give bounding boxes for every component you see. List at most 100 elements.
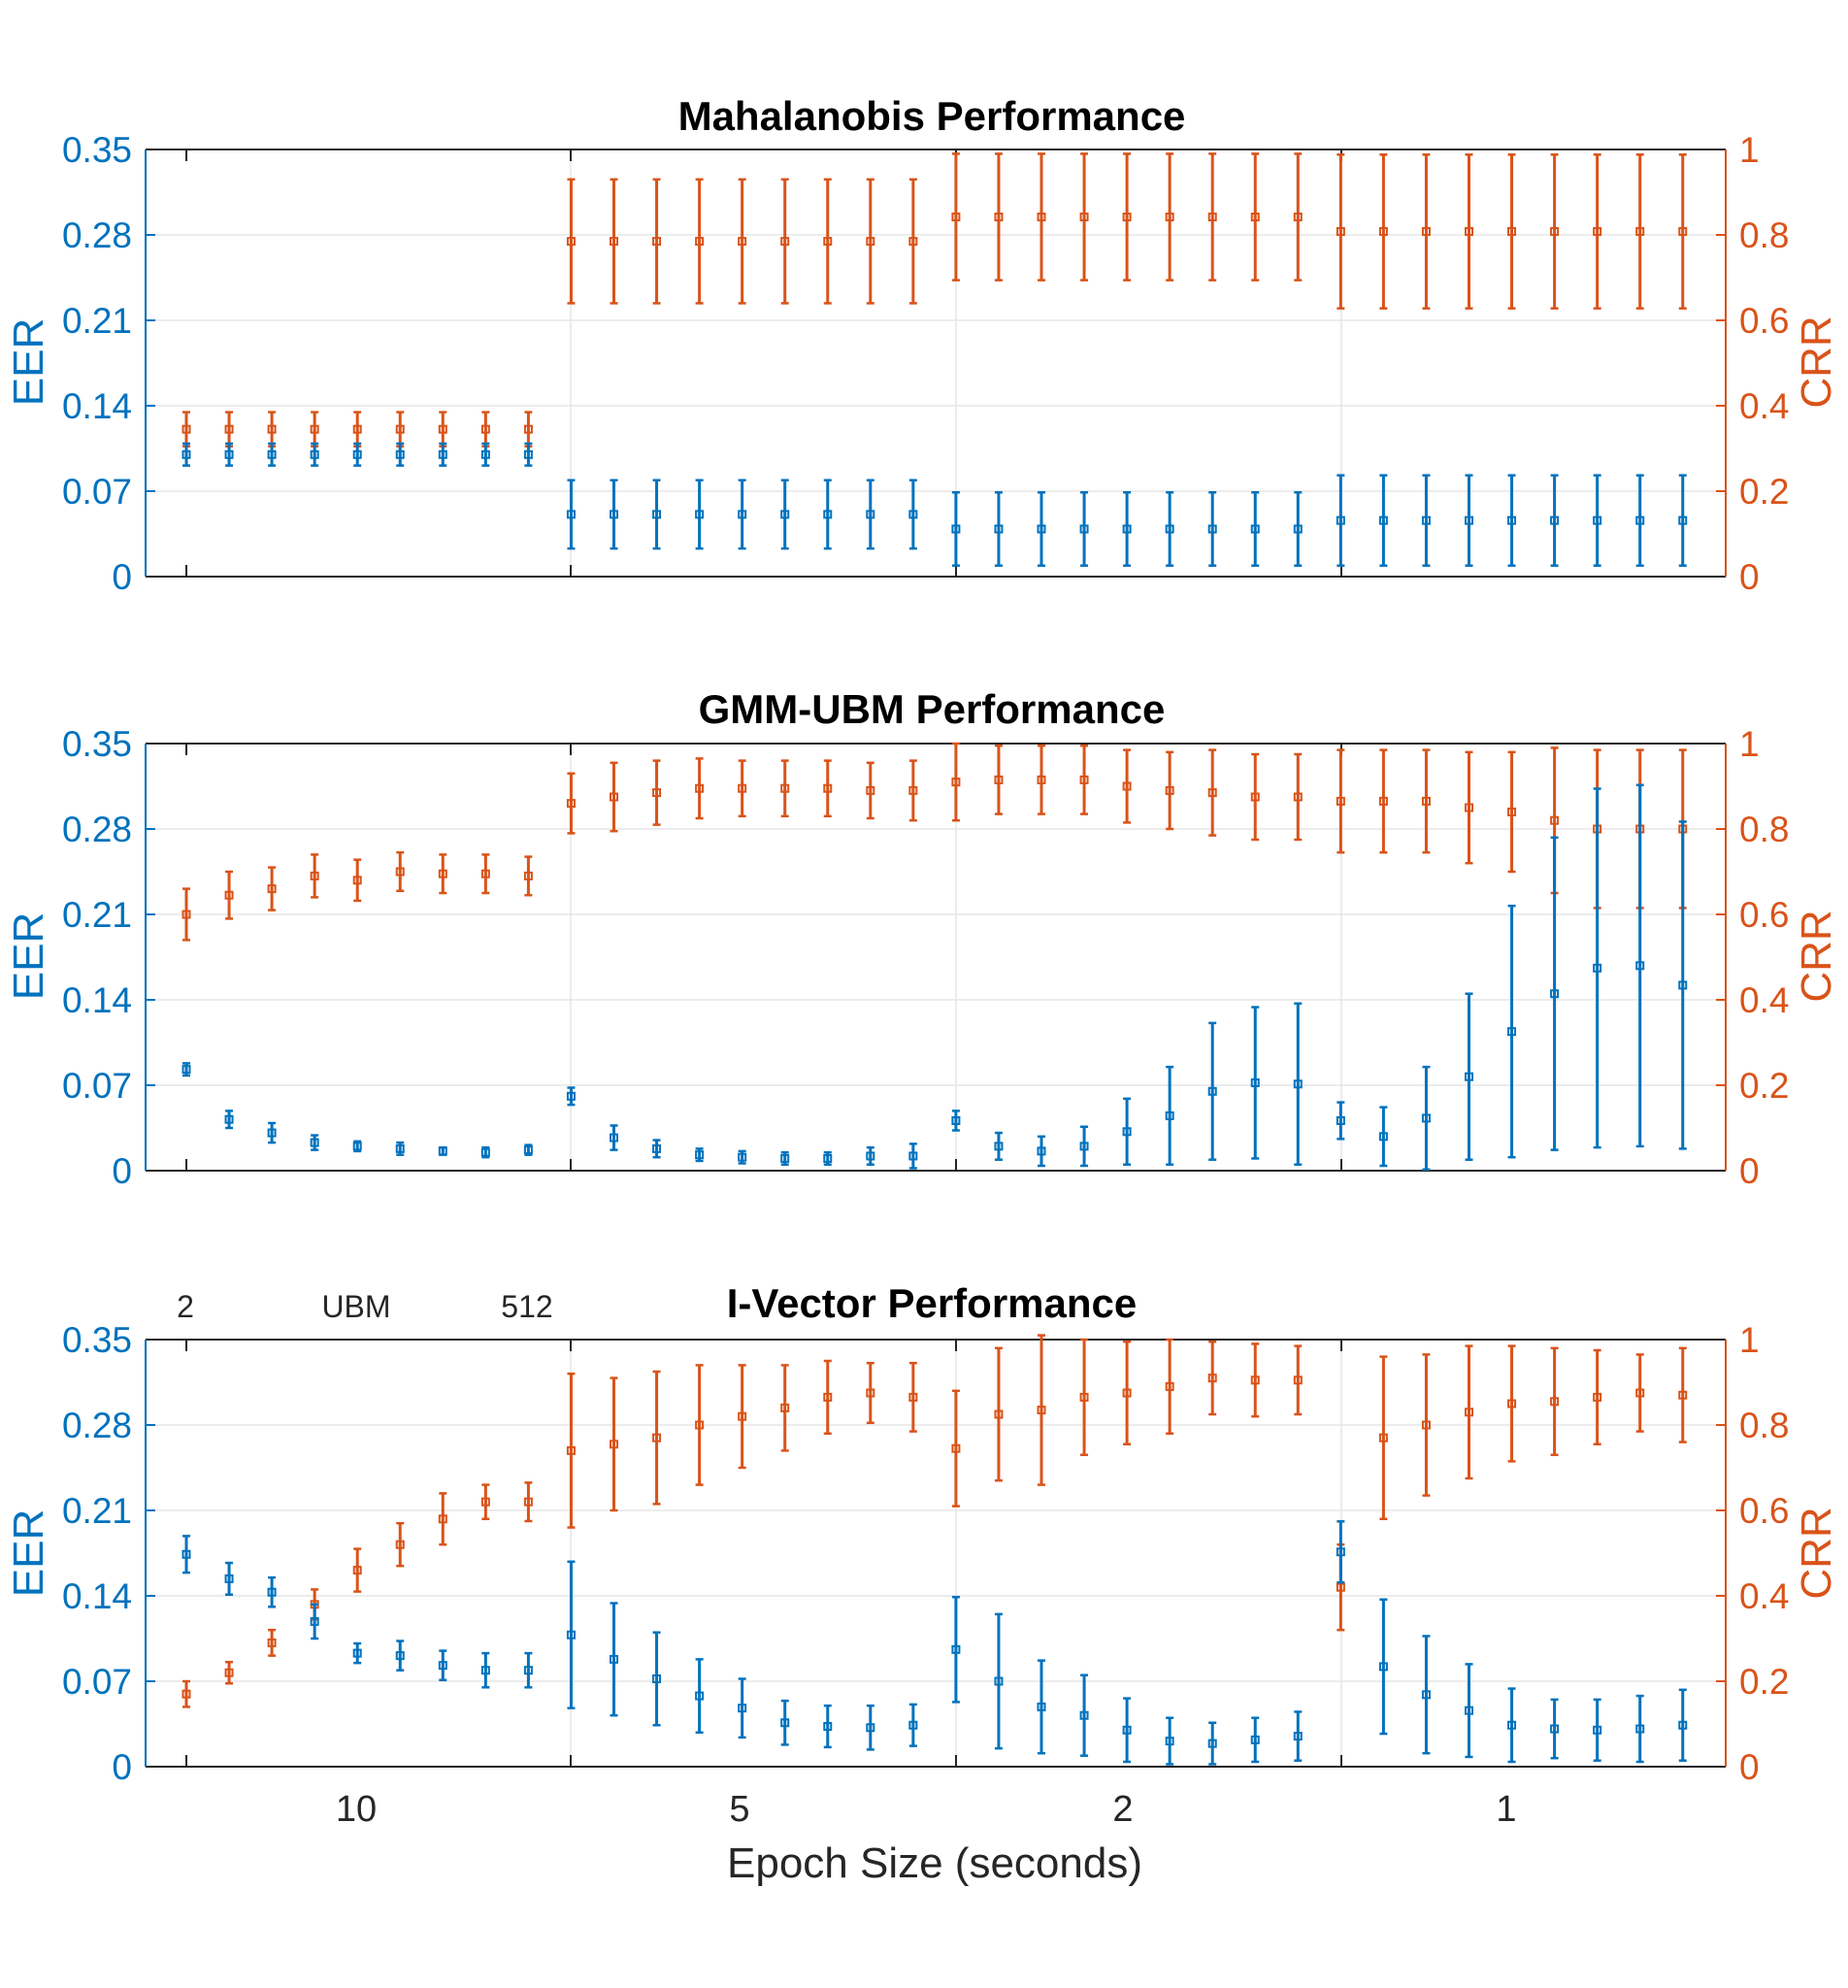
eer-point [480,1145,490,1159]
crr-point [352,1547,362,1593]
eer-point [1336,1101,1345,1141]
crr-point [1507,153,1517,310]
crr-point [182,411,191,448]
marker [1507,1720,1517,1730]
crr-point [1378,153,1388,310]
crr-point [1507,750,1517,874]
eer-point [523,1143,533,1156]
marker [1250,524,1260,534]
marker [310,1138,319,1147]
eer-point [352,1641,362,1665]
crr-point [182,1679,191,1708]
marker [951,1115,961,1125]
marker [780,1153,790,1163]
panel-mahalanobis: Mahalanobis Performance 00.070.140.210.2… [5,93,1840,597]
crr-point [780,1364,790,1452]
right-tick-label: 0.4 [1739,980,1789,1020]
eer-point [994,1612,1004,1750]
crr-series [182,1334,1688,1708]
eer-point [823,479,833,550]
marker [695,237,705,247]
eer-point [523,442,533,467]
eer-point [1037,491,1046,567]
crr-point [610,761,618,833]
marker [1593,226,1602,236]
marker [652,1673,662,1683]
marker [182,1549,191,1559]
crr-point [438,853,447,895]
marker [1465,226,1473,236]
grid [146,149,1726,577]
marker [1507,1399,1517,1408]
marker [1678,1390,1688,1400]
marker [182,910,191,919]
crr-point [951,1389,961,1508]
marker [1678,515,1688,525]
marker [738,1152,747,1162]
marker [738,510,747,519]
marker [994,1676,1004,1686]
eer-point [1165,491,1174,567]
eer-point [1250,491,1260,567]
marker [523,1497,533,1507]
eer-point [695,1147,705,1163]
marker [395,867,405,877]
crr-point [1465,153,1473,310]
marker [1122,524,1132,534]
crr-point [267,866,277,911]
marker [908,1151,918,1161]
eer-point [1250,1006,1260,1160]
x-axis-label: Epoch Size (seconds) [727,1839,1142,1887]
marker [823,1392,833,1402]
eer-point [1421,474,1431,567]
left-tick-label: 0.28 [62,215,132,255]
crr-point [267,411,277,448]
marker [566,1091,576,1101]
axes-frame [145,149,1727,578]
marker [395,1651,405,1661]
marker [1378,1662,1388,1672]
panel-i-vector: I-Vector Performance 00.070.140.210.280.… [5,1280,1840,1787]
eer-point [1336,1520,1345,1584]
crr-point [1550,1346,1560,1457]
left-tick-label: 0 [112,557,132,597]
left-tick-label: 0.21 [62,895,132,935]
marker [780,1403,790,1412]
marker [1678,980,1688,990]
crr-point [1336,153,1345,310]
marker [1037,1406,1046,1415]
marker [1165,1381,1174,1391]
marker [480,1497,490,1507]
x-tick-label: 5 [729,1789,749,1830]
crr-point [738,178,747,305]
crr-point [1165,750,1174,831]
eer-point [951,1596,961,1704]
crr-point [1165,1338,1174,1436]
crr-point [310,853,319,899]
right-tick-label: 0.8 [1739,215,1789,255]
crr-point [1465,1344,1473,1480]
crr-point [1293,152,1303,282]
right-tick-label: 1 [1739,130,1760,170]
marker [352,1566,362,1575]
marker [738,237,747,247]
marker [224,1668,234,1677]
marker [1593,1725,1602,1735]
eer-point [438,1649,447,1681]
marker [695,1150,705,1160]
marker [523,424,533,434]
eer-point [738,1677,747,1740]
marker [1550,515,1560,525]
left-tick-label: 0.35 [62,724,132,764]
marker [1250,1375,1260,1385]
eer-point [566,1086,576,1107]
eer-point [1207,1021,1217,1161]
eer-point [823,1704,833,1749]
marker [866,510,875,519]
eer-series [182,783,1688,1171]
right-y-ticks: 0 0.2 0.4 0.6 0.8 1 [1739,1320,1789,1787]
marker [652,1143,662,1153]
marker [224,424,234,434]
marker [1378,226,1388,236]
crr-point [352,411,362,448]
